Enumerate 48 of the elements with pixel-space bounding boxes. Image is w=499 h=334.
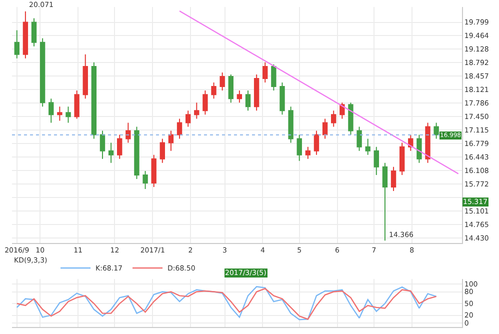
candlestick bbox=[348, 102, 354, 136]
candlestick bbox=[365, 138, 370, 156]
candlestick bbox=[108, 142, 114, 164]
candlestick bbox=[254, 74, 260, 112]
candlestick bbox=[126, 122, 131, 144]
candlestick bbox=[142, 170, 148, 190]
candlestick bbox=[356, 126, 362, 152]
candlestick bbox=[220, 72, 225, 92]
candlestick bbox=[185, 110, 191, 128]
candlestick bbox=[399, 142, 405, 176]
candlestick bbox=[14, 30, 20, 59]
candlestick bbox=[91, 62, 97, 140]
candlestick bbox=[57, 106, 62, 122]
candlestick bbox=[82, 54, 88, 100]
candlestick bbox=[416, 134, 422, 164]
candlestick bbox=[305, 146, 311, 160]
candlestick bbox=[314, 130, 320, 156]
candlestick bbox=[280, 82, 285, 116]
candlestick bbox=[245, 90, 251, 112]
candlestick bbox=[66, 106, 71, 124]
candlestick bbox=[331, 110, 336, 128]
candlestick bbox=[40, 38, 46, 108]
candlestick bbox=[194, 102, 200, 120]
candlestick bbox=[202, 90, 208, 116]
candlestick bbox=[117, 134, 122, 160]
candlestick bbox=[322, 118, 328, 140]
candlestick bbox=[382, 162, 388, 242]
candlestick bbox=[296, 134, 302, 162]
candlestick bbox=[31, 18, 37, 47]
candlestick bbox=[271, 64, 276, 92]
candlestick bbox=[48, 98, 54, 124]
candlestick bbox=[22, 10, 28, 59]
candlestick bbox=[262, 62, 268, 84]
candlestick bbox=[390, 166, 396, 192]
candlestick bbox=[160, 138, 165, 164]
candlestick bbox=[168, 130, 174, 152]
candlestick bbox=[211, 82, 216, 100]
candlestick bbox=[425, 122, 430, 164]
candlestick bbox=[134, 126, 140, 180]
candlestick bbox=[151, 154, 156, 188]
candlestick bbox=[74, 90, 80, 120]
candlestick bbox=[434, 122, 439, 140]
candlestick bbox=[228, 74, 234, 104]
candlestick bbox=[374, 146, 379, 176]
candlestick bbox=[100, 130, 106, 160]
candlestick bbox=[176, 118, 182, 140]
candlestick bbox=[288, 106, 294, 144]
candlestick bbox=[236, 90, 242, 104]
